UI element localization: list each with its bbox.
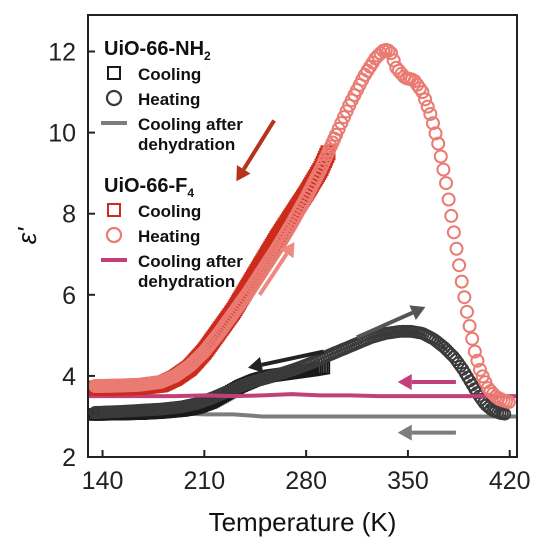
data-point (467, 344, 482, 359)
data-point (423, 106, 438, 121)
x-axis-label: Temperature (K) (209, 507, 397, 537)
x-tick-label: 420 (489, 467, 531, 495)
legend-label: Cooling after (138, 252, 243, 271)
direction-arrow (242, 119, 276, 171)
legend-group-subscript: 2 (204, 49, 211, 63)
x-tick-label: 350 (387, 467, 429, 495)
legend-label: Heating (138, 90, 200, 109)
x-tick-label: 140 (82, 467, 124, 495)
legend-label-line2: dehydration (138, 135, 235, 154)
legend-label: Cooling (138, 202, 201, 221)
plot-area (88, 42, 517, 441)
data-point (498, 407, 512, 421)
data-point (465, 331, 480, 346)
legend-label-line2: dehydration (138, 272, 235, 291)
data-point (433, 149, 448, 164)
legend-marker-circle (105, 226, 123, 244)
x-tick-label: 210 (183, 467, 225, 495)
data-point (452, 258, 467, 273)
data-point (459, 304, 474, 319)
direction-arrow (356, 310, 414, 340)
series-uio-66-nh2-heating (88, 324, 512, 421)
data-point (470, 353, 485, 368)
series-uio-66-f4-cooling-after-dehydration (88, 392, 517, 399)
data-point (384, 46, 399, 61)
data-point (412, 81, 427, 96)
y-axis-label: ε' (12, 227, 42, 244)
data-point (462, 319, 477, 334)
y-tick-label: 10 (48, 120, 76, 148)
y-tick-label: 4 (62, 363, 76, 391)
direction-arrow-head (397, 373, 412, 390)
legend-label: Cooling (138, 65, 201, 84)
series-uio-66-f4-heating (88, 42, 516, 410)
legend-marker-circle (105, 89, 123, 107)
y-tick-label: 8 (62, 201, 76, 229)
data-point (431, 136, 446, 151)
direction-arrow-head (236, 165, 251, 182)
direction-arrow-head (247, 357, 264, 373)
data-point (415, 85, 430, 100)
data-point (425, 116, 440, 131)
y-tick-label: 2 (62, 444, 76, 472)
data-point (436, 162, 451, 177)
data-point (454, 274, 469, 289)
data-point (501, 395, 516, 410)
legend-group-title: UiO-66-NH2 (104, 38, 211, 63)
direction-arrow (257, 252, 289, 296)
data-point (441, 192, 456, 207)
direction-arrow-head (397, 424, 412, 441)
data-point (473, 362, 488, 377)
legend-group-title: UiO-66-F4 (104, 175, 194, 200)
legend-marker-square (107, 203, 121, 217)
y-tick-label: 6 (62, 282, 76, 310)
data-point (446, 225, 461, 240)
direction-arrow-head (280, 242, 295, 259)
legend-group-subscript: 4 (187, 186, 194, 200)
direction-arrows (236, 119, 456, 441)
data-point (418, 92, 433, 107)
data-point (428, 126, 443, 141)
y-tick-label: 12 (48, 38, 76, 66)
legend-label: Heating (138, 227, 200, 246)
axis-ticks: 140 210 280 350 420 2 4 6 8 10 12 (48, 38, 530, 495)
data-point (444, 208, 459, 223)
direction-arrow (261, 349, 325, 367)
plot-frame (87, 14, 518, 458)
legend-marker-square (107, 66, 121, 80)
x-tick-label: 280 (285, 467, 327, 495)
legend-label: Cooling after (138, 115, 243, 134)
direction-arrow-head (409, 305, 426, 320)
data-point (439, 176, 454, 191)
data-point (420, 99, 435, 114)
data-point (457, 290, 472, 305)
data-point (449, 241, 464, 256)
